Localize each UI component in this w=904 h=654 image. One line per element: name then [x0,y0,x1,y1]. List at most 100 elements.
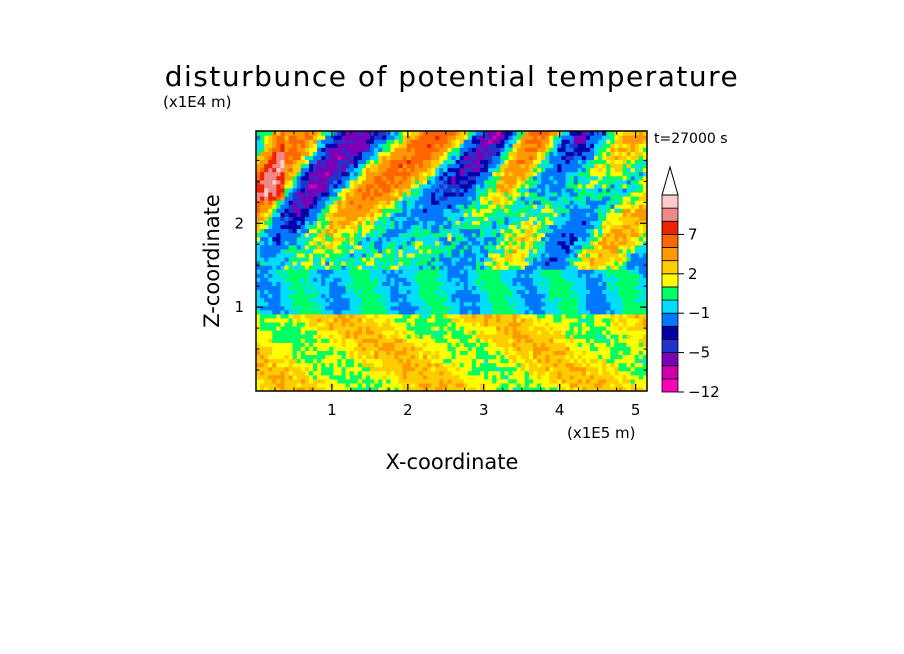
field-cell [606,273,611,278]
field-cell [264,346,269,351]
field-cell [414,350,420,356]
field-cell [341,370,347,376]
field-cell [634,334,640,339]
field-cell [321,240,326,246]
field-cell [471,297,477,303]
field-cell [581,187,587,193]
field-cell [431,212,436,217]
field-cell [333,220,339,226]
field-cell [577,285,583,291]
field-cell [443,293,449,299]
field-cell [386,281,391,286]
field-cell [394,269,400,274]
field-cell [276,244,282,250]
field-cell [357,330,363,335]
field-cell [325,326,330,331]
field-cell [467,342,473,347]
field-cell [256,358,261,364]
field-cell [386,285,391,291]
field-cell [272,305,277,311]
field-cell [512,216,518,221]
field-cell [418,370,424,376]
field-cell [638,362,644,368]
field-cell [618,342,624,347]
field-cell [606,248,611,254]
field-cell [455,281,461,286]
field-cell [308,354,314,360]
field-cell [308,281,314,286]
field-cell [602,256,607,262]
field-cell [296,305,302,311]
field-cell [500,252,506,258]
field-cell [455,301,461,307]
field-cell [581,293,587,299]
field-cell [488,313,493,319]
field-cell [500,326,506,331]
field-cell [549,326,554,331]
field-cell [427,187,432,193]
field-cell [545,378,550,384]
field-cell [451,252,457,258]
field-cell [378,378,383,384]
field-cell [610,330,616,335]
field-cell [333,281,339,286]
field-cell [618,354,624,360]
field-cell [585,370,591,376]
field-cell [386,244,391,250]
field-cell [333,301,339,307]
field-cell [565,281,571,286]
field-cell [549,382,554,388]
field-cell [500,212,506,217]
field-cell [427,321,432,327]
field-cell [394,354,400,360]
field-cell [431,200,436,205]
field-cell [418,196,424,201]
field-cell [398,289,404,295]
field-cell [382,208,387,213]
field-cell [313,293,318,299]
field-cell [545,354,550,360]
field-cell [431,354,436,360]
field-cell [431,285,436,291]
field-cell [614,293,620,299]
field-cell [573,248,579,254]
field-cell [496,374,501,380]
field-cell [488,216,493,221]
field-cell [264,236,269,242]
field-cell [288,269,294,274]
field-cell [260,224,265,230]
field-cell [589,313,595,319]
field-cell [630,350,636,356]
y-unit-label: (x1E4 m) [163,93,232,111]
field-cell [638,240,644,246]
field-cell [365,220,371,226]
field-cell [459,265,465,270]
field-cell [284,232,290,238]
field-cell [471,191,477,197]
field-cell [471,386,477,391]
field-cell [634,362,640,368]
field-cell [304,248,310,254]
field-cell [304,378,310,384]
field-cell [622,338,628,343]
field-cell [374,362,379,368]
field-cell [333,252,339,258]
field-cell [626,191,632,197]
field-cell [321,334,326,339]
field-cell [308,362,314,368]
field-cell [256,204,261,209]
field-cell [390,220,396,226]
field-cell [341,301,347,307]
field-cell [492,330,497,335]
field-cell [353,273,359,278]
field-cell [341,378,347,384]
field-cell [508,236,514,242]
field-cell [329,354,334,360]
field-cell [435,191,440,197]
field-cell [349,354,355,360]
field-cell [638,248,644,254]
field-cell [313,244,318,250]
field-cell [276,362,282,368]
field-cell [321,374,326,380]
field-cell [557,277,563,282]
